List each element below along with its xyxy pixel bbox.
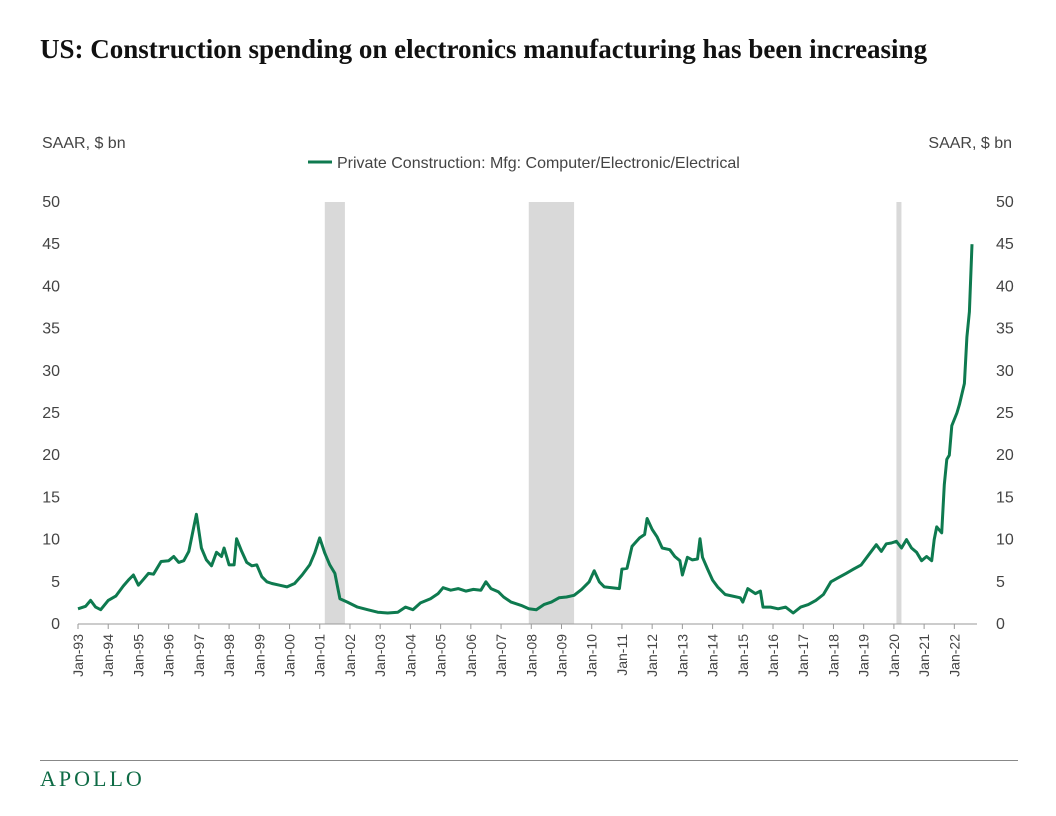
y-tick-label-right: 0 <box>996 616 1005 633</box>
x-tick-label: Jan-14 <box>705 634 721 677</box>
y-tick-label-left: 15 <box>42 489 60 506</box>
x-tick-label: Jan-15 <box>735 634 751 677</box>
y-tick-label-right: 45 <box>996 236 1014 253</box>
x-tick-label: Jan-08 <box>523 634 539 677</box>
y-tick-label-right: 20 <box>996 447 1014 464</box>
y-tick-label-left: 25 <box>42 405 60 422</box>
x-tick-label: Jan-21 <box>916 634 932 677</box>
y-tick-label-left: 40 <box>42 278 60 295</box>
series-layer <box>77 244 974 615</box>
x-tick-label: Jan-93 <box>70 634 86 677</box>
right-axis-unit-label: SAAR, $ bn <box>928 135 1012 152</box>
x-tick-label: Jan-95 <box>130 634 146 677</box>
y-tick-label-right: 15 <box>996 489 1014 506</box>
x-tick-label: Jan-98 <box>221 634 237 677</box>
x-tick-label: Jan-22 <box>946 634 962 677</box>
x-tick-label: Jan-20 <box>886 634 902 677</box>
x-tick-label: Jan-17 <box>795 634 811 677</box>
x-tick-label: Jan-99 <box>251 634 267 677</box>
y-tick-label-left: 10 <box>42 532 60 549</box>
y-tick-label-right: 50 <box>996 194 1014 211</box>
y-tick-label-left: 20 <box>42 447 60 464</box>
y-tick-label-right: 5 <box>996 574 1005 591</box>
x-tick-label: Jan-12 <box>644 634 660 677</box>
x-tick-label: Jan-96 <box>161 634 177 677</box>
series-line <box>77 244 974 615</box>
y-tick-label-left: 5 <box>51 574 60 591</box>
recession-band <box>324 202 345 624</box>
apollo-logo: APOLLO <box>40 766 145 791</box>
x-tick-label: Jan-10 <box>584 634 600 677</box>
line-chart: 0 0 5 5 10 10 15 15 20 20 25 25 30 30 35 35 40 40 45 45 50 50… <box>42 155 1014 677</box>
x-tick-label: Jan-02 <box>342 634 358 677</box>
chart-title: US: Construction spending on electronics… <box>40 34 928 64</box>
x-tick-label: Jan-06 <box>463 634 479 677</box>
y-tick-label-left: 45 <box>42 236 60 253</box>
x-tick-label: Jan-19 <box>856 634 872 677</box>
axes: 0 0 5 5 10 10 15 15 20 20 25 25 30 30 35 35 40 40 45 45 50 50… <box>42 194 1014 677</box>
x-tick-label: Jan-01 <box>312 634 328 677</box>
y-tick-label-right: 40 <box>996 278 1014 295</box>
y-tick-label-left: 0 <box>51 616 60 633</box>
recession-band <box>528 202 575 624</box>
y-tick-label-left: 35 <box>42 321 60 338</box>
x-tick-label: Jan-00 <box>282 634 298 677</box>
x-tick-label: Jan-09 <box>553 634 569 677</box>
y-tick-label-left: 30 <box>42 363 60 380</box>
x-tick-label: Jan-16 <box>765 634 781 677</box>
x-tick-label: Jan-94 <box>100 634 116 677</box>
left-axis-unit-label: SAAR, $ bn <box>42 135 126 152</box>
x-tick-label: Jan-03 <box>372 634 388 677</box>
footer-divider <box>40 760 1018 761</box>
x-tick-label: Jan-13 <box>674 634 690 677</box>
x-tick-label: Jan-11 <box>614 634 630 676</box>
recession-band <box>896 202 902 624</box>
recession-bands <box>324 202 902 624</box>
x-tick-label: Jan-05 <box>433 634 449 677</box>
y-tick-label-right: 30 <box>996 363 1014 380</box>
x-tick-label: Jan-04 <box>402 634 418 677</box>
x-tick-label: Jan-18 <box>825 634 841 677</box>
y-tick-label-right: 35 <box>996 321 1014 338</box>
y-tick-label-right: 10 <box>996 532 1014 549</box>
legend: Private Construction: Mfg: Computer/Elec… <box>308 155 740 172</box>
legend-label: Private Construction: Mfg: Computer/Elec… <box>337 155 740 172</box>
y-tick-label-left: 50 <box>42 194 60 211</box>
x-tick-label: Jan-07 <box>493 634 509 677</box>
x-tick-label: Jan-97 <box>191 634 207 677</box>
y-tick-label-right: 25 <box>996 405 1014 422</box>
